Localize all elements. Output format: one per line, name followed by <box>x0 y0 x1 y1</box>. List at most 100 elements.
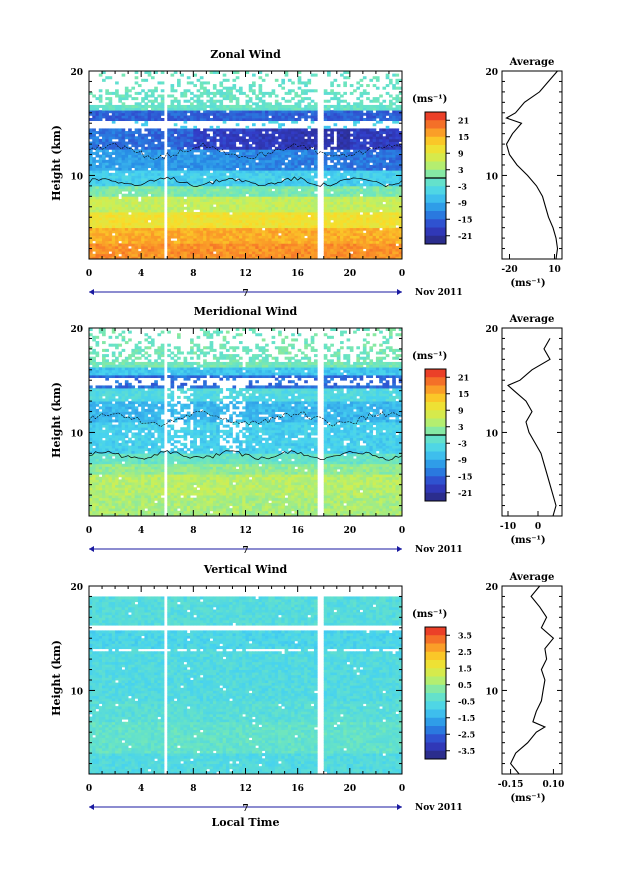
heatmap-cell <box>122 160 126 163</box>
heatmap-cell <box>102 183 106 186</box>
heatmap-cell <box>92 204 96 207</box>
heatmap-cell <box>105 134 109 137</box>
heatmap-cell <box>148 175 152 178</box>
heatmap-cell <box>246 162 250 165</box>
heatmap-cell <box>200 228 204 231</box>
heatmap-cell <box>226 115 230 118</box>
heatmap-cell <box>206 233 210 236</box>
heatmap-cell <box>171 87 175 90</box>
heatmap-cell <box>177 105 181 108</box>
heatmap-cell <box>193 194 197 197</box>
heatmap-cell <box>210 189 214 192</box>
heatmap-cell <box>154 173 158 176</box>
heatmap-cell <box>246 230 250 233</box>
heatmap-cell <box>161 189 165 192</box>
heatmap-cell <box>105 97 109 100</box>
heatmap-cell <box>203 186 207 189</box>
heatmap-cell <box>148 173 152 176</box>
heatmap-cell <box>193 155 197 158</box>
heatmap-cell <box>161 222 165 225</box>
heatmap-cell <box>242 186 246 189</box>
heatmap-cell <box>203 246 207 249</box>
heatmap-cell <box>226 225 230 228</box>
heatmap-cell <box>187 142 191 145</box>
heatmap-cell <box>125 149 129 152</box>
heatmap-cell <box>210 207 214 210</box>
heatmap-cell <box>144 152 148 155</box>
heatmap-cell <box>115 207 119 210</box>
heatmap-cell <box>131 228 135 231</box>
heatmap-cell <box>184 202 188 205</box>
heatmap-cell <box>125 108 129 111</box>
heatmap-cell <box>232 202 236 205</box>
heatmap-cell <box>118 230 122 233</box>
heatmap-cell <box>226 194 230 197</box>
heatmap-cell <box>242 246 246 249</box>
heatmap-cell <box>171 183 175 186</box>
heatmap-cell <box>190 160 194 163</box>
heatmap-cell <box>115 115 119 118</box>
heatmap-cell <box>125 95 129 98</box>
heatmap-cell <box>135 144 139 147</box>
heatmap-cell <box>174 170 178 173</box>
heatmap-cell <box>99 233 103 236</box>
heatmap-cell <box>157 170 161 173</box>
heatmap-cell <box>151 160 155 163</box>
heatmap-cell <box>141 236 145 239</box>
heatmap-cell <box>206 186 210 189</box>
heatmap-cell <box>206 249 210 252</box>
heatmap-cell <box>197 157 201 160</box>
heatmap-cell <box>157 81 161 84</box>
heatmap-cell <box>171 220 175 223</box>
heatmap-cell <box>203 236 207 239</box>
heatmap-cell <box>210 168 214 171</box>
heatmap-cell <box>167 149 171 152</box>
heatmap-cell <box>92 220 96 223</box>
heatmap-cell <box>112 105 116 108</box>
heatmap-cell <box>187 168 191 171</box>
heatmap-cell <box>174 228 178 231</box>
heatmap-cell <box>125 220 129 223</box>
heatmap-cell <box>226 228 230 231</box>
heatmap-cell <box>249 207 253 210</box>
heatmap-cell <box>239 215 243 218</box>
heatmap-cell <box>131 97 135 100</box>
heatmap-cell <box>193 175 197 178</box>
heatmap-cell <box>128 118 132 121</box>
heatmap-cell <box>232 254 236 257</box>
heatmap-cell <box>131 105 135 108</box>
heatmap-cell <box>184 89 188 92</box>
heatmap-cell <box>197 89 201 92</box>
heatmap-cell <box>226 144 230 147</box>
heatmap-cell <box>154 175 158 178</box>
heatmap-cell <box>135 142 139 145</box>
heatmap-cell <box>125 243 129 246</box>
heatmap-cell <box>151 162 155 165</box>
heatmap-cell <box>184 162 188 165</box>
heatmap-cell <box>99 189 103 192</box>
heatmap-cell <box>144 173 148 176</box>
heatmap-cell <box>102 246 106 249</box>
heatmap-cell <box>118 113 122 116</box>
heatmap-cell <box>125 222 129 225</box>
heatmap-cell <box>236 136 240 139</box>
heatmap-cell <box>180 178 184 181</box>
panels-group: Zonal Wind0 4 8 12 16 20 02010Height (km)7 Nov … <box>50 48 564 829</box>
heatmap-cell <box>167 209 171 212</box>
heatmap-cell <box>125 228 129 231</box>
heatmap-cell <box>203 81 207 84</box>
heatmap-cell <box>105 152 109 155</box>
heatmap-cell <box>96 191 100 194</box>
heatmap-cell <box>144 222 148 225</box>
heatmap-cell <box>148 162 152 165</box>
heatmap-cell <box>96 115 100 118</box>
heatmap-cell <box>213 207 217 210</box>
heatmap-cell <box>190 102 194 105</box>
heatmap-cell <box>174 152 178 155</box>
heatmap-cell <box>144 105 148 108</box>
heatmap-cell <box>125 157 129 160</box>
heatmap-cell <box>223 215 227 218</box>
heatmap-cell <box>109 183 113 186</box>
heatmap-cell <box>249 230 253 233</box>
heatmap-cell <box>167 230 171 233</box>
